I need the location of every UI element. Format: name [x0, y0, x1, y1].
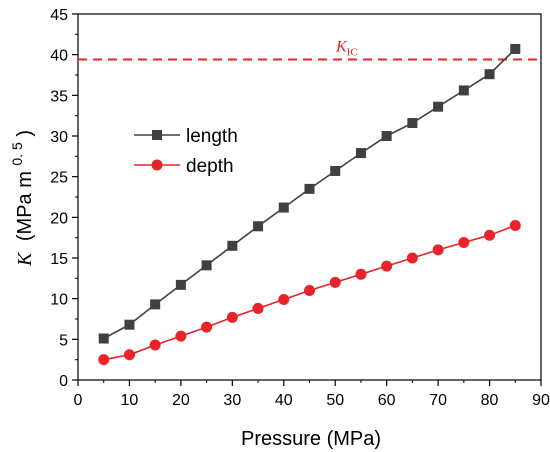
- point-length: [458, 85, 469, 96]
- point-length: [330, 165, 341, 176]
- point-length: [278, 202, 289, 213]
- y-tick-label: 35: [50, 88, 68, 105]
- x-tick-label: 60: [378, 392, 396, 409]
- y-axis-label-close: ): [14, 130, 36, 137]
- point-length: [253, 221, 264, 232]
- legend-marker-length: [152, 130, 162, 140]
- reference-line-group: KIC: [78, 39, 541, 61]
- point-depth: [329, 276, 341, 288]
- y-tick-label: 20: [50, 210, 68, 227]
- point-length: [175, 279, 186, 290]
- x-axis-label: Pressure (MPa): [241, 428, 381, 450]
- point-depth: [226, 311, 238, 323]
- y-axis-label-exp: 0. 5: [9, 142, 25, 166]
- y-tick-label: 45: [50, 7, 68, 24]
- point-depth: [98, 354, 110, 366]
- point-depth: [304, 285, 315, 297]
- y-tick-label: 0: [59, 373, 68, 390]
- point-depth: [149, 339, 161, 351]
- y-axis-label: K (MPa m 0. 5 ): [5, 130, 36, 267]
- point-length: [201, 260, 212, 271]
- point-depth: [509, 219, 521, 231]
- legend: length depth: [134, 126, 238, 177]
- x-tick-label: 20: [172, 392, 190, 409]
- axes: 0 10 20 30 40 50 60 70 80 90 0 5 10 15 20 25 30 35 40 45: [50, 7, 550, 409]
- y-tick-label: 25: [50, 170, 68, 187]
- point-depth: [278, 293, 290, 305]
- x-tick-label: 50: [326, 392, 344, 409]
- point-depth: [432, 244, 444, 256]
- kic-label: KIC: [335, 39, 358, 59]
- point-length: [124, 319, 135, 330]
- x-tick-label: 80: [481, 392, 499, 409]
- point-depth: [201, 321, 213, 333]
- series-group: [98, 43, 521, 366]
- point-depth: [406, 252, 418, 264]
- svg-text:K (MPa m 0. 5: K (MPa m 0. 5 ): [5, 130, 36, 267]
- y-tick-label: 30: [50, 129, 68, 146]
- point-length: [304, 183, 315, 194]
- point-length: [98, 333, 109, 344]
- point-length: [150, 299, 161, 310]
- point-depth: [355, 268, 367, 280]
- legend-marker-depth: [151, 159, 163, 171]
- point-length: [227, 240, 238, 251]
- y-tick-label: 5: [59, 332, 68, 349]
- x-tick-label: 70: [429, 392, 447, 409]
- y-tick-label: 15: [50, 251, 68, 268]
- y-tick-label: 10: [50, 292, 68, 309]
- x-tick-label: 30: [223, 392, 241, 409]
- y-axis-label-unit: (MPa m: [14, 171, 36, 241]
- x-tick-label: 0: [74, 392, 83, 409]
- point-length: [381, 131, 392, 141]
- x-tick-label: 40: [275, 392, 293, 409]
- point-depth: [458, 237, 470, 249]
- x-tick-label: 90: [532, 392, 550, 409]
- point-length: [484, 69, 495, 80]
- legend-label-depth: depth: [186, 156, 234, 177]
- x-tick-label: 10: [121, 392, 139, 409]
- point-depth: [381, 260, 393, 272]
- point-length: [355, 148, 366, 159]
- point-depth: [484, 229, 496, 241]
- point-depth: [175, 330, 187, 342]
- plot-frame: [77, 13, 542, 381]
- point-length: [407, 117, 418, 128]
- legend-label-length: length: [186, 126, 238, 147]
- y-tick-label: 40: [50, 48, 68, 65]
- point-depth: [252, 302, 264, 314]
- point-length: [433, 101, 444, 112]
- point-length: [510, 43, 521, 54]
- y-axis-label-main: K: [14, 251, 36, 267]
- point-depth: [123, 349, 135, 361]
